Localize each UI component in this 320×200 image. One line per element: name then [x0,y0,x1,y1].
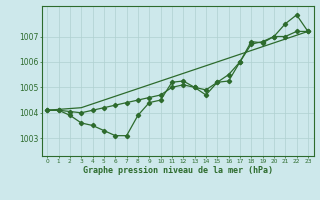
X-axis label: Graphe pression niveau de la mer (hPa): Graphe pression niveau de la mer (hPa) [83,166,273,175]
